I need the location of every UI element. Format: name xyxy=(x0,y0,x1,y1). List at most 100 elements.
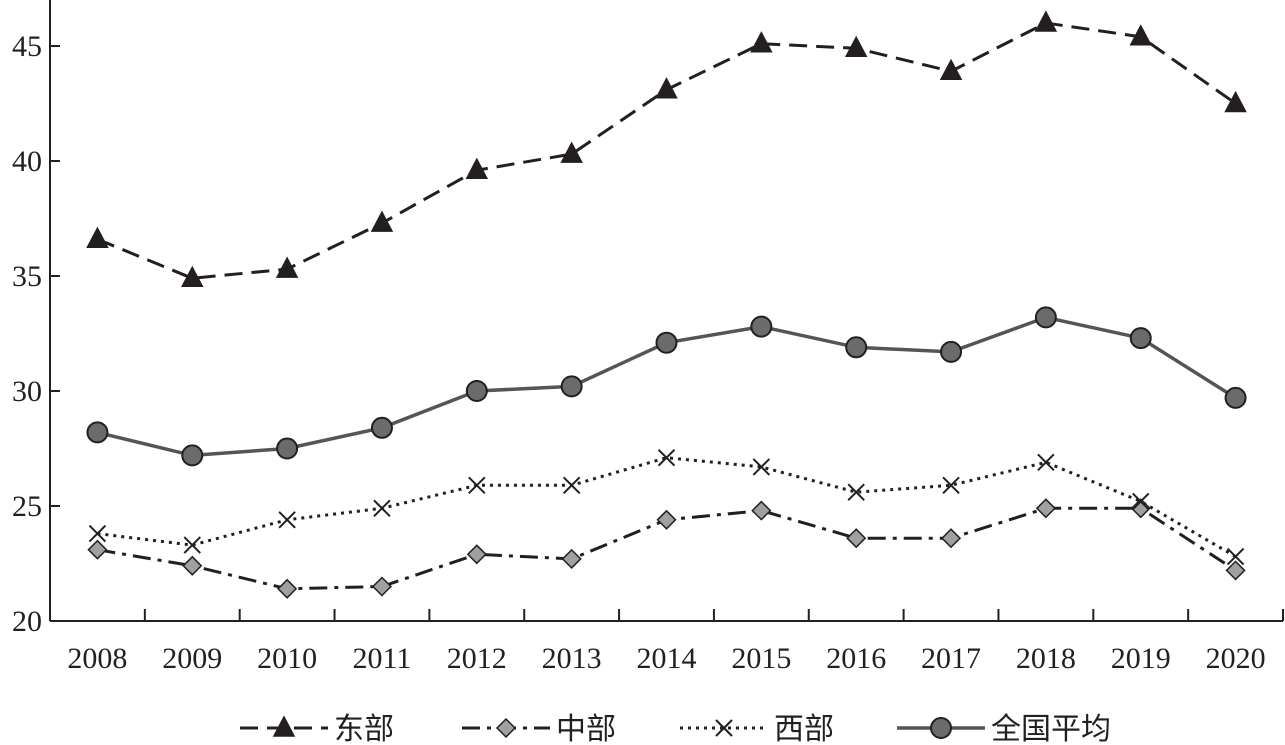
marker-stroke xyxy=(847,483,865,501)
series-2 xyxy=(87,498,1246,599)
data-point xyxy=(466,544,487,565)
data-point xyxy=(1224,90,1247,113)
data-point xyxy=(1225,560,1246,581)
y-tick-label: 45 xyxy=(12,30,42,63)
data-point xyxy=(183,536,201,554)
legend-item: 东部 xyxy=(240,712,394,745)
data-point xyxy=(751,500,772,521)
legend: 东部 中部 西部 全国平均 xyxy=(240,712,1111,745)
series-line xyxy=(97,456,1237,558)
data-point xyxy=(1132,492,1150,511)
data-point xyxy=(750,315,773,338)
data-point xyxy=(468,476,486,495)
data-point xyxy=(560,141,583,163)
y-tick-label: 40 xyxy=(12,145,42,178)
data-point xyxy=(276,437,299,460)
legend-label: 中部 xyxy=(556,712,616,745)
data-point xyxy=(1129,327,1152,350)
data-point xyxy=(86,226,109,248)
data-point xyxy=(1035,498,1056,519)
data-point xyxy=(846,528,867,549)
data-point xyxy=(655,331,678,354)
data-point xyxy=(940,528,962,549)
y-tick-label: 35 xyxy=(12,260,42,293)
data-point xyxy=(373,499,391,518)
data-point xyxy=(465,380,488,402)
data-point xyxy=(1224,386,1247,409)
y-tick-label: 30 xyxy=(12,375,42,408)
data-point xyxy=(181,444,204,467)
data-point xyxy=(939,58,963,81)
data-point xyxy=(1034,306,1057,329)
data-point xyxy=(561,548,582,569)
legend-marker xyxy=(715,719,733,737)
data-point xyxy=(1034,10,1058,32)
data-point xyxy=(278,511,296,529)
data-point xyxy=(847,483,865,501)
data-point xyxy=(1129,24,1152,46)
x-tick-label: 2016 xyxy=(826,642,886,675)
x-tick-label: 2012 xyxy=(447,642,507,675)
legend-marker xyxy=(272,715,296,737)
data-point xyxy=(88,524,107,543)
x-tick-label: 2014 xyxy=(637,642,697,675)
x-tick-label: 2010 xyxy=(257,642,317,675)
data-point xyxy=(560,375,583,398)
y-tick-label: 25 xyxy=(12,490,42,523)
legend-item: 全国平均 xyxy=(897,712,1111,745)
marker-stroke xyxy=(88,524,107,543)
x-tick-label: 2020 xyxy=(1206,642,1266,675)
series-4 xyxy=(86,306,1247,467)
data-point xyxy=(182,555,203,576)
data-point xyxy=(87,539,108,560)
x-tick-label: 2009 xyxy=(162,642,222,675)
x-tick-label: 2019 xyxy=(1111,642,1171,675)
series-3 xyxy=(88,448,1245,566)
marker-stroke xyxy=(1132,492,1150,511)
legend-item: 西部 xyxy=(680,712,834,745)
legend-label: 西部 xyxy=(774,712,834,745)
legend-label: 全国平均 xyxy=(991,712,1111,745)
marker-stroke xyxy=(1226,547,1245,566)
legend-label: 东部 xyxy=(334,712,394,745)
y-tick-label: 20 xyxy=(12,605,42,638)
data-point xyxy=(655,77,678,99)
data-point xyxy=(844,35,868,58)
marker-stroke xyxy=(752,458,771,476)
marker-stroke xyxy=(468,476,486,495)
marker-stroke xyxy=(183,536,201,554)
marker-stroke xyxy=(562,476,581,495)
series-1 xyxy=(86,10,1247,288)
x-tick-label: 2013 xyxy=(542,642,602,675)
data-point xyxy=(86,421,109,444)
x-tick-label: 2018 xyxy=(1016,642,1076,675)
data-point xyxy=(181,265,204,288)
legend-marker xyxy=(930,717,952,739)
data-point xyxy=(940,340,963,363)
x-tick-label: 2015 xyxy=(731,642,791,675)
x-tick-label: 2011 xyxy=(353,642,412,675)
data-point xyxy=(370,416,393,439)
data-point xyxy=(275,256,299,278)
data-point xyxy=(277,578,298,599)
marker-stroke xyxy=(715,719,733,737)
marker-stroke xyxy=(278,511,296,529)
data-point xyxy=(370,210,394,232)
marker-stroke xyxy=(942,476,960,495)
series-line xyxy=(96,21,1237,280)
data-point xyxy=(562,476,581,495)
marker-stroke xyxy=(373,499,391,518)
data-point xyxy=(656,509,677,530)
x-tick-label: 2017 xyxy=(921,642,981,675)
legend-marker xyxy=(495,717,517,739)
data-point xyxy=(657,448,676,467)
data-point xyxy=(1037,453,1055,472)
axes: 20 25 30 35 40 45 2008 2009 2010 2011 2012 2013 2014… xyxy=(12,0,1284,675)
data-point xyxy=(845,336,868,359)
data-point xyxy=(465,157,489,179)
marker-stroke xyxy=(657,448,676,467)
x-tick-label: 2008 xyxy=(67,642,127,675)
data-point xyxy=(371,576,393,597)
